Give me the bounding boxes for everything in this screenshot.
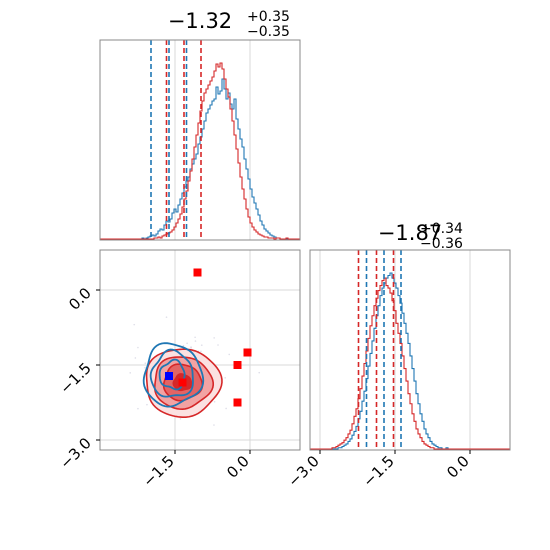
y-tick-label: 0.0: [65, 284, 95, 314]
sample-point: [213, 337, 215, 339]
histogram-series: [310, 272, 510, 450]
title-param1-plus: +0.35: [247, 9, 290, 25]
sample-point: [228, 353, 231, 356]
sample-point: [146, 403, 148, 406]
sample-point: [165, 316, 168, 318]
histogram-series: [310, 277, 510, 450]
grid-lines: [319, 250, 471, 450]
x-tick-label: −1.5: [359, 452, 397, 490]
sample-point: [144, 366, 146, 369]
sample-point: [186, 342, 188, 345]
title-param1: −1.32: [168, 9, 232, 33]
grid-lines: [100, 250, 300, 450]
sample-point: [224, 377, 226, 379]
marginal-histogram-param1: −1.32 +0.35 −0.35: [99, 9, 301, 241]
sample-point: [213, 400, 216, 403]
joint-contour-panel: −1.5 0.0 0.0 −1.5 −3.0: [56, 249, 301, 491]
red-marker: [233, 361, 242, 369]
grid-lines: [174, 40, 251, 240]
histogram-steps: [100, 62, 300, 240]
histogram-series: [100, 78, 300, 240]
quantile-lines: [150, 40, 202, 240]
sample-point: [217, 344, 219, 346]
red-marker: [233, 398, 242, 407]
sample-point: [194, 336, 196, 339]
sample-point: [190, 346, 192, 348]
sample-point: [225, 407, 227, 410]
sample-point: [194, 340, 197, 342]
red-marker: [193, 268, 202, 277]
axes-frame: [99, 249, 301, 451]
title-param2-plus: +0.34: [420, 221, 463, 237]
sample-point: [133, 323, 136, 326]
x-tick-label: −3.0: [284, 452, 322, 490]
x-tick-label: 0.0: [443, 452, 473, 482]
red-marker: [178, 378, 187, 387]
title-param1-minus: −0.35: [247, 24, 290, 40]
blue-contour-level: [149, 348, 194, 398]
marginal-histogram-param2: −3.0 −1.5 0.0 −1.87 +0.34 −0.36: [284, 221, 511, 491]
axes-frame: [99, 39, 301, 241]
markers: [165, 268, 252, 407]
quantile-lines: [357, 250, 402, 450]
x-tick-label: −1.5: [139, 452, 177, 490]
histogram-series: [100, 62, 300, 240]
x-tick-label: 0.0: [223, 452, 253, 482]
sample-point: [179, 417, 182, 420]
tick-labels: −3.0 −1.5 0.0: [284, 450, 473, 491]
axes-frame: [309, 249, 511, 451]
histogram-steps: [310, 272, 510, 450]
sample-point: [137, 346, 139, 349]
sample-point: [258, 371, 261, 374]
sample-point: [200, 344, 203, 346]
y-tick-label: −3.0: [56, 434, 94, 472]
sample-point: [182, 345, 185, 347]
blue-contour-level: [158, 358, 186, 391]
blue-contours: [142, 342, 205, 408]
blue-marker: [165, 372, 173, 380]
sample-point: [137, 407, 139, 410]
sample-point: [129, 372, 132, 374]
y-tick-label: −1.5: [56, 359, 94, 397]
title-param2: −1.87: [378, 221, 442, 245]
sample-point: [200, 350, 202, 353]
sample-point: [134, 357, 137, 359]
red-marker: [243, 348, 252, 357]
title-param2-minus: −0.36: [420, 236, 463, 252]
sample-point: [213, 424, 215, 426]
sample-point: [144, 362, 147, 365]
blue-contour-level: [142, 342, 205, 408]
